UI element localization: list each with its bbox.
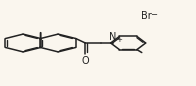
Text: −: − <box>150 10 157 19</box>
Text: N: N <box>109 32 116 42</box>
Text: O: O <box>82 56 89 66</box>
Text: +: + <box>116 37 122 43</box>
Text: Br: Br <box>141 11 152 21</box>
